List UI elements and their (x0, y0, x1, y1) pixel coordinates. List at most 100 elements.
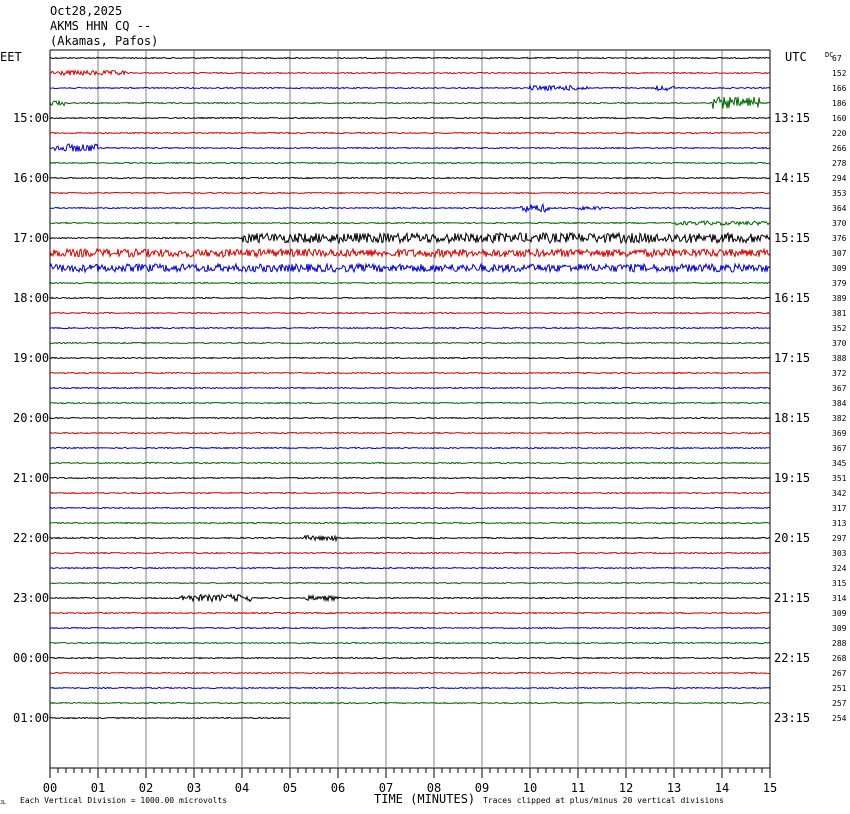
dc-value-label: 152 (832, 69, 847, 78)
date-label: Oct28,2025 (50, 4, 123, 18)
dc-value-label: 324 (832, 564, 847, 573)
trace-line (50, 84, 771, 92)
trace-line (49, 202, 771, 214)
footer-scale-note: Each Vertical Division = 1000.00 microvo… (20, 796, 227, 805)
right-time-label: 22:15 (774, 651, 810, 665)
trace-line (50, 551, 771, 555)
dc-value-label: 376 (832, 234, 847, 243)
trace-line (49, 686, 771, 690)
trace-line (49, 461, 771, 465)
left-time-label: 17:00 (13, 231, 49, 245)
trace-line (49, 311, 771, 315)
dc-value-label: 367 (832, 444, 847, 453)
left-time-label: 01:00 (13, 711, 49, 725)
dc-value-label: 186 (832, 99, 847, 108)
seismic-traces (49, 56, 771, 720)
x-tick-label: 14 (715, 781, 729, 795)
dc-value-label: 278 (832, 159, 847, 168)
left-time-label: 23:00 (13, 591, 49, 605)
dc-value-label: 372 (832, 369, 847, 378)
dc-value-label: 352 (832, 324, 847, 333)
right-time-label: 18:15 (774, 411, 810, 425)
trace-line (49, 220, 771, 227)
dc-value-label: 314 (832, 594, 847, 603)
dc-value-label: 309 (832, 264, 847, 273)
dc-value-label: 381 (832, 309, 847, 318)
trace-line (49, 401, 771, 405)
dc-value-label: 370 (832, 339, 847, 348)
trace-line (49, 143, 771, 152)
trace-line (49, 326, 771, 330)
trace-line (49, 296, 771, 300)
left-timezone-label: EET (0, 50, 22, 64)
right-time-label: 14:15 (774, 171, 810, 185)
dc-value-label: 315 (832, 579, 847, 588)
trace-line (49, 566, 771, 570)
trace-line (50, 611, 771, 615)
left-time-label: 20:00 (13, 411, 49, 425)
dc-value-label: 268 (832, 654, 847, 663)
x-tick-label: 03 (187, 781, 201, 795)
x-tick-label: 07 (379, 781, 393, 795)
left-time-label: 21:00 (13, 471, 49, 485)
x-tick-label: 05 (283, 781, 297, 795)
trace-line (49, 131, 771, 135)
dc-value-label: 67 (832, 54, 842, 63)
x-tick-label: 02 (139, 781, 153, 795)
grid-lines (49, 49, 771, 778)
trace-line (49, 593, 771, 604)
dc-value-label: 353 (832, 189, 847, 198)
right-time-label: 15:15 (774, 231, 810, 245)
dc-value-label: 369 (832, 429, 847, 438)
right-time-label: 21:15 (774, 591, 810, 605)
dc-value-label: 267 (832, 669, 847, 678)
trace-line (49, 521, 771, 525)
footer-clip-note: Traces clipped at plus/minus 20 vertical… (483, 796, 724, 805)
trace-line (49, 281, 771, 285)
x-tick-label: 09 (475, 781, 489, 795)
trace-line (50, 641, 771, 645)
trace-line (49, 476, 771, 480)
trace-line (49, 716, 291, 720)
x-tick-label: 08 (427, 781, 441, 795)
dc-value-label: 166 (832, 84, 847, 93)
dc-value-label: 367 (832, 384, 847, 393)
left-time-label: 18:00 (13, 291, 49, 305)
right-time-label: 20:15 (774, 531, 810, 545)
right-time-label: 17:15 (774, 351, 810, 365)
dc-value-label: 309 (832, 609, 847, 618)
trace-line (49, 671, 771, 675)
dc-value-label: 294 (832, 174, 847, 183)
dc-value-label: 307 (832, 249, 847, 258)
dc-value-label: 160 (832, 114, 847, 123)
right-time-label: 16:15 (774, 291, 810, 305)
right-time-label: 23:15 (774, 711, 810, 725)
axis-labels: EET UTC DC TIME (MINUTES) Each Vertical … (0, 50, 847, 806)
dc-value-label: 389 (832, 294, 847, 303)
dc-value-label: 345 (832, 459, 847, 468)
dc-value-label: 384 (832, 399, 847, 408)
trace-line (49, 262, 771, 274)
dc-value-label: 297 (832, 534, 847, 543)
x-tick-label: 15 (763, 781, 777, 795)
left-time-label: 15:00 (13, 111, 49, 125)
dc-value-label: 379 (832, 279, 847, 288)
right-time-label: 19:15 (774, 471, 810, 485)
trace-line (49, 386, 771, 390)
trace-line (50, 656, 771, 660)
station-label: AKMS HHN CQ -- (50, 19, 152, 33)
trace-line (49, 371, 771, 375)
dc-value-label: 251 (832, 684, 847, 693)
trace-line (49, 116, 771, 120)
x-tick-label: 06 (331, 781, 345, 795)
trace-line (49, 341, 771, 345)
x-tick-label: 00 (43, 781, 57, 795)
trace-line (49, 446, 771, 450)
dc-value-label: 254 (832, 714, 847, 723)
left-time-label: 16:00 (13, 171, 49, 185)
trace-line (49, 356, 771, 360)
trace-line (49, 626, 771, 630)
dc-value-label: 288 (832, 639, 847, 648)
dc-value-label: 351 (832, 474, 847, 483)
